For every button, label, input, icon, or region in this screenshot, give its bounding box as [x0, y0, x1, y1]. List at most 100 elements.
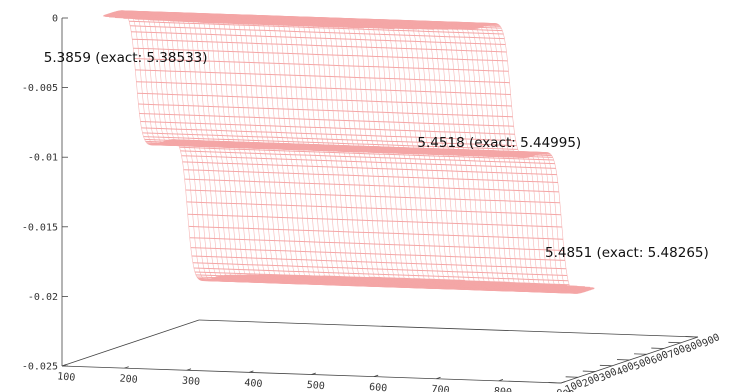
surface-line-159: [223, 15, 360, 286]
x-tick-label-8: 900: [556, 388, 575, 392]
surface-line-41: [136, 81, 511, 95]
surface-line-154: [199, 14, 334, 285]
surface-line-40: [135, 69, 510, 84]
surface-line-179: [323, 18, 459, 289]
z-tick-label-1: -0.005: [22, 83, 58, 94]
surface-line-139: [128, 11, 256, 282]
surface-line-134: [106, 10, 227, 282]
surface-line-186: [359, 19, 494, 290]
surface-line-96: [192, 262, 568, 276]
x-tick-label-1: 200: [119, 373, 138, 386]
surface-line-95: [191, 255, 567, 270]
surface-line-174: [298, 17, 435, 288]
surface-line-153: [194, 13, 329, 285]
surface-line-181: [333, 18, 469, 290]
surface-line-90: [186, 201, 561, 216]
x-tick-mark-5: [373, 374, 379, 378]
surface-line-202: [442, 22, 570, 293]
surface-line-141: [137, 11, 266, 283]
surface-line-190: [379, 20, 513, 291]
surface-line-188: [369, 19, 504, 291]
surface-line-88: [184, 178, 559, 193]
surface-line-183: [343, 18, 479, 290]
surface-line-93: [189, 237, 565, 251]
surface-line-81: [177, 142, 552, 157]
surface-line-166: [258, 16, 395, 287]
surface-line-47: [142, 132, 517, 147]
y-tick-label-8: 900: [701, 332, 722, 350]
surface-line-155: [204, 14, 339, 285]
surface-line-176: [308, 17, 444, 289]
surface-line-160: [228, 15, 365, 286]
surface-line-38: [133, 47, 508, 62]
surface-line-84: [180, 150, 555, 165]
surface-line-199: [426, 21, 556, 293]
surface-line-152: [189, 13, 324, 285]
surface-line-42: [137, 92, 512, 107]
annotation-2: 5.4851 (exact: 5.48265): [545, 245, 709, 261]
surface-line-191: [384, 20, 518, 291]
surface-line-138: [124, 11, 250, 282]
surface-line-165: [253, 15, 390, 287]
surface-line-206: [465, 22, 587, 294]
z-tick-label-4: -0.02: [28, 292, 58, 303]
surface-line-32: [127, 14, 502, 29]
surface-line-151: [184, 13, 319, 284]
surface-line-177: [313, 17, 449, 289]
surface-line-172: [288, 17, 424, 288]
x-tick-label-7: 800: [493, 386, 512, 392]
surface-line-45: [140, 121, 515, 135]
surface-line-157: [213, 14, 350, 285]
annotation-0: 5.3859 (exact: 5.38533): [44, 50, 208, 66]
surface-line-30: [124, 11, 500, 26]
x-tick-mark-4: [311, 372, 316, 375]
surface-line-167: [263, 16, 400, 287]
surface-line-171: [283, 16, 420, 288]
surface-line-169: [273, 16, 410, 287]
z-tick-label-5: -0.025: [22, 362, 58, 373]
surface-line-175: [303, 17, 440, 289]
surface-line-86: [182, 161, 557, 176]
x-tick-mark-2: [186, 368, 192, 371]
surface-line-35: [130, 25, 505, 40]
surface-line-173: [293, 17, 430, 288]
surface-line-89: [185, 189, 560, 204]
annotations: 5.3859 (exact: 5.38533) 5.4518 (exact: 5.…: [44, 50, 709, 261]
surface-line-92: [188, 225, 564, 240]
x-tick-mark-0: [61, 364, 67, 367]
surface-line-178: [318, 18, 454, 289]
x-tick-mark-7: [498, 379, 504, 382]
surface-line-39: [134, 58, 509, 72]
surface-line-91: [187, 213, 563, 228]
surface-line-203: [448, 22, 574, 293]
surface-line-208: [477, 23, 595, 294]
surface-line-200: [431, 21, 561, 293]
surface-line-204: [453, 22, 579, 293]
surface-line-201: [437, 22, 565, 293]
surface-line-187: [364, 19, 499, 291]
surface-line-182: [338, 18, 474, 290]
surface-line-36: [131, 31, 506, 45]
surface-line-189: [374, 20, 509, 291]
surface-line-163: [243, 15, 380, 286]
surface-line-83: [179, 146, 554, 161]
x-tick-label-4: 500: [306, 380, 325, 392]
surface-line-161: [233, 15, 370, 286]
x-tick-label-2: 300: [181, 375, 200, 388]
surface-mesh: [103, 10, 595, 294]
surface-line-80: [176, 141, 551, 155]
surface-line-185: [353, 19, 489, 290]
surface-line-164: [248, 15, 385, 287]
surface-line-168: [268, 16, 405, 287]
surface-line-205: [459, 22, 583, 294]
surface-line-97: [193, 267, 569, 282]
surface-line-158: [218, 14, 355, 286]
plot-axes: [61, 17, 699, 384]
surface-line-162: [238, 15, 375, 286]
surface-line-37: [132, 38, 507, 53]
z-tick-label-2: -0.01: [28, 153, 58, 164]
surface-line-137: [119, 11, 245, 282]
surface-line-94: [190, 247, 566, 261]
x-tick-mark-8: [560, 381, 566, 384]
